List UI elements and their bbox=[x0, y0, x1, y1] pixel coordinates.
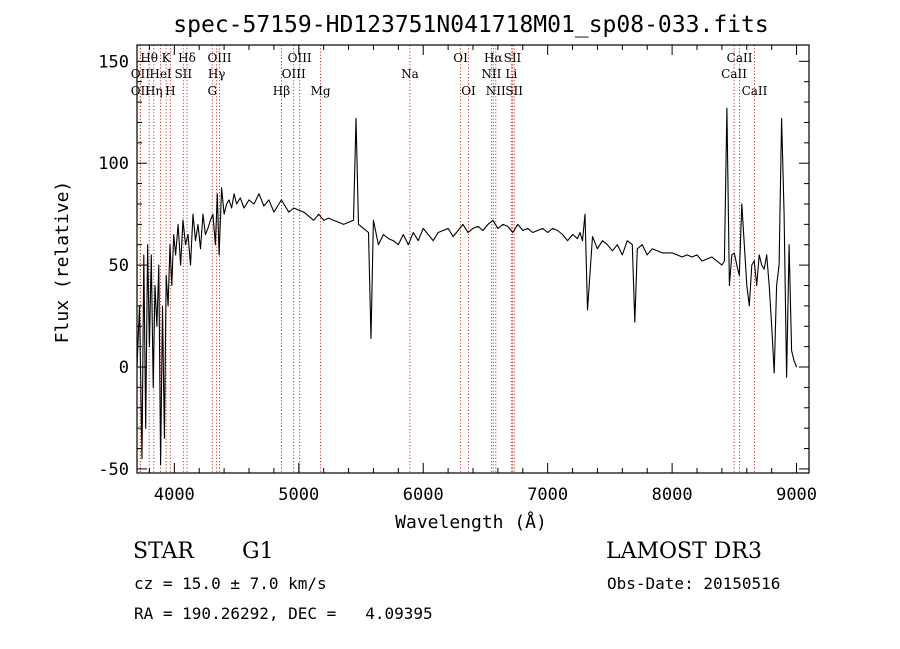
spectral-line-label: NII bbox=[486, 84, 506, 98]
spectral-line-label: HeI bbox=[149, 67, 172, 81]
x-tick-label: 9000 bbox=[776, 485, 817, 505]
spectral-line-label: H bbox=[165, 84, 175, 98]
x-tick-label: 5000 bbox=[278, 485, 319, 505]
y-tick-label: 50 bbox=[109, 256, 129, 276]
spectral-line-label: CaII bbox=[721, 67, 747, 81]
spectral-line-label: SII bbox=[174, 67, 192, 81]
spectral-line-label: SII bbox=[504, 51, 522, 65]
spectral-line-label: G bbox=[207, 84, 217, 98]
redshift: cz = 15.0 ± 7.0 km/s bbox=[134, 574, 327, 593]
survey-name: LAMOST DR3 bbox=[606, 539, 762, 564]
y-tick-label: 0 bbox=[119, 358, 129, 378]
spectral-line-label: Hη bbox=[145, 84, 163, 98]
spectral-line-label: OI bbox=[453, 51, 468, 65]
spectral-line-label: OIII bbox=[282, 67, 306, 81]
spectral-line-label: NII bbox=[481, 67, 501, 81]
x-tick-label: 8000 bbox=[652, 485, 693, 505]
axis-ticks: 4000 5000 6000 7000 8000 9000 -50 0 50 100 150 bbox=[98, 45, 817, 505]
x-tick-label: 4000 bbox=[154, 485, 195, 505]
y-tick-label: -50 bbox=[98, 460, 129, 480]
chart-title: spec-57159-HD123751N041718M01_sp08-033.f… bbox=[173, 12, 768, 38]
spectral-line-label: CaII bbox=[742, 84, 768, 98]
subclass: G1 bbox=[242, 539, 274, 564]
spectral-line-label: OIII bbox=[288, 51, 312, 65]
spectral-line-label: Mg bbox=[311, 84, 331, 98]
y-tick-label: 100 bbox=[98, 154, 129, 174]
spectral-line-label: OII bbox=[131, 84, 151, 98]
obs-date: Obs-Date: 20150516 bbox=[607, 574, 781, 593]
flux-series bbox=[136, 107, 798, 466]
spectral-line-label: OII bbox=[131, 67, 151, 81]
x-tick-label: 6000 bbox=[403, 485, 444, 505]
spectral-line-markers bbox=[139, 45, 755, 473]
y-axis-label: Flux (relative) bbox=[52, 181, 73, 344]
spectral-line-label: OIII bbox=[207, 51, 231, 65]
spectral-line-label: SII bbox=[505, 84, 523, 98]
x-tick-label: 7000 bbox=[527, 485, 568, 505]
y-tick-label: 150 bbox=[98, 52, 129, 72]
flux-line bbox=[136, 107, 798, 466]
spectral-line-label: Hθ bbox=[140, 51, 158, 65]
object-class: STAR bbox=[133, 539, 194, 564]
spectral-line-label: Na bbox=[401, 67, 419, 81]
coordinates: RA = 190.26292, DEC = 4.09395 bbox=[134, 604, 433, 623]
spectral-line-label: CaII bbox=[727, 51, 753, 65]
spectral-line-label: K bbox=[162, 51, 172, 65]
spectral-line-label: Hγ bbox=[208, 67, 226, 81]
x-axis-label: Wavelength (Å) bbox=[395, 511, 547, 533]
spectral-line-label: Hβ bbox=[273, 84, 290, 98]
spectral-line-label: Hα bbox=[484, 51, 503, 65]
spectral-line-label: OI bbox=[461, 84, 476, 98]
spectral-line-label: Hδ bbox=[178, 51, 196, 65]
spectral-line-label: Li bbox=[505, 67, 517, 81]
